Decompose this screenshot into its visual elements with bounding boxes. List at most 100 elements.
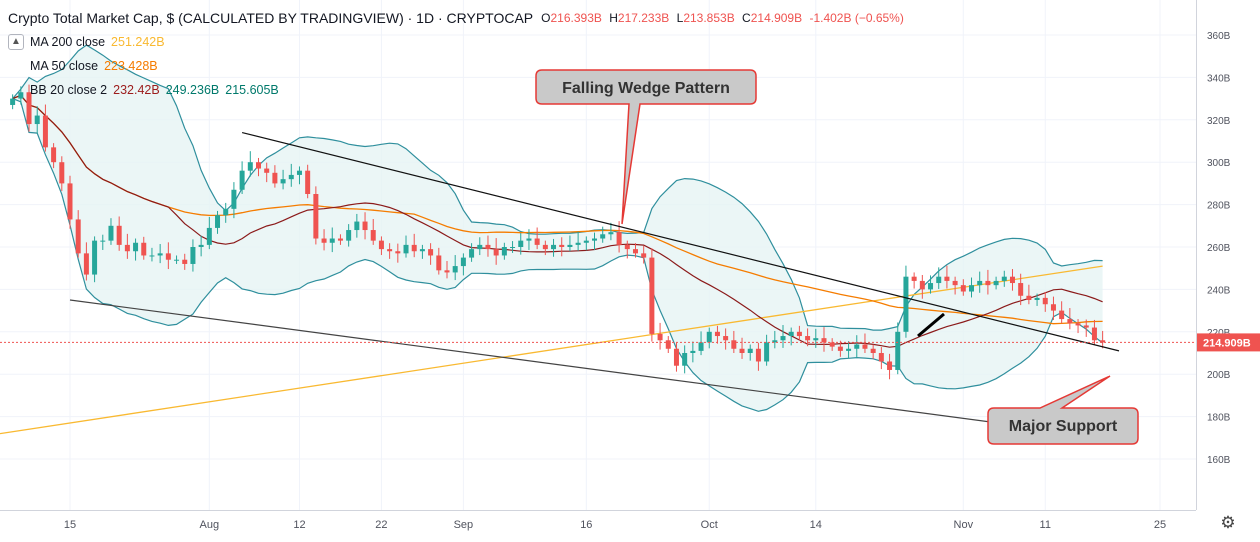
candle-body (83, 253, 89, 275)
candle-body (419, 249, 425, 252)
candle-body (559, 244, 565, 247)
candle-body (149, 255, 155, 257)
x-tick-label: 16 (580, 519, 592, 531)
y-tick-label: 360B (1207, 31, 1231, 42)
bollinger-band-fill (12, 45, 1103, 412)
candle-body (346, 230, 352, 241)
candle (133, 238, 139, 261)
candle-body (288, 174, 294, 180)
candle (928, 275, 934, 294)
candle (1100, 330, 1106, 349)
chevron-up-icon[interactable]: ▲ (8, 34, 24, 50)
candle-body (493, 249, 499, 256)
candle (944, 265, 950, 289)
indicator-value: 251.242B (111, 35, 165, 49)
time-axis[interactable]: 15 Aug 12 22 Sep 16 Oct 14 Nov 11 25 (0, 510, 1196, 537)
candle-body (272, 172, 278, 184)
major-support-callout[interactable]: Major Support (987, 375, 1139, 445)
price-axis[interactable]: 160B 180B 200B 220B 240B 260B 280B 300B 320B 340B… (1196, 0, 1260, 510)
falling-wedge-callout[interactable]: Falling Wedge Pattern (535, 69, 757, 225)
candle-body (583, 240, 589, 243)
candle-body (255, 162, 261, 169)
candle (370, 219, 376, 245)
candle-body (362, 221, 368, 231)
candle (1018, 273, 1024, 306)
candle-body (444, 270, 450, 273)
ma-50-line (12, 94, 1103, 325)
candle (124, 233, 130, 259)
candle-body (526, 238, 532, 241)
candle (100, 234, 106, 250)
candle (788, 327, 794, 346)
candle-body (714, 331, 720, 337)
candle-body (837, 346, 843, 351)
candle-body (969, 285, 975, 292)
candle (887, 353, 893, 380)
candle (149, 247, 155, 262)
candle-body (1067, 319, 1073, 324)
candle-body (280, 179, 286, 184)
candle (977, 271, 983, 293)
candle-body (1018, 283, 1024, 296)
wedge-upper-trendline[interactable] (241, 131, 1120, 352)
candle (1075, 319, 1081, 334)
candle (903, 265, 909, 338)
candle (854, 335, 860, 359)
indicator-value: 249.236B (165, 83, 220, 97)
candle-body (1050, 304, 1056, 311)
x-tick-label: Sep (454, 519, 474, 531)
candle-body (911, 276, 917, 281)
candle-body (632, 249, 638, 254)
candle (255, 157, 261, 177)
indicator-bb[interactable]: BB 20 close 2 232.42B 249.236B 215.605B (8, 78, 908, 102)
candle-body (182, 259, 188, 264)
chart-legend: Crypto Total Market Cap, $ (CALCULATED B… (8, 6, 908, 102)
candle-body (116, 225, 122, 245)
candle-body (624, 244, 630, 250)
low-label: L (676, 11, 684, 25)
indicator-ma200[interactable]: ▲ MA 200 close 251.242B (8, 30, 908, 54)
candle (346, 224, 352, 247)
candle-body (337, 238, 343, 241)
candle (485, 235, 491, 257)
candle (600, 226, 606, 243)
candle-body (878, 353, 884, 362)
candle (1009, 269, 1015, 291)
candle-body (133, 242, 139, 252)
candle (223, 202, 229, 223)
candle (747, 344, 753, 361)
candle-body (977, 280, 983, 286)
gear-icon[interactable]: ⚙ (1220, 513, 1236, 532)
candle (157, 244, 163, 264)
candle (567, 235, 573, 252)
candle-body (936, 276, 942, 284)
candle-body (59, 162, 65, 184)
candle (493, 238, 499, 265)
price-chart[interactable]: Falling Wedge Pattern Major Support (0, 0, 1196, 510)
wedge-lower-trendline[interactable] (69, 299, 1079, 435)
candle (706, 327, 712, 349)
candle-body (26, 92, 32, 125)
candle (542, 240, 548, 256)
candle (288, 163, 294, 187)
candle (174, 255, 180, 264)
candle-body (378, 240, 384, 250)
candle-body (739, 348, 745, 353)
candle (26, 84, 32, 132)
indicator-value: 232.42B (113, 83, 160, 97)
candle (51, 143, 57, 169)
candle-body (469, 249, 475, 258)
candle (592, 232, 598, 250)
candle (813, 328, 819, 348)
candle-body (805, 336, 811, 341)
candle-body (960, 285, 966, 292)
y-tick-label: 340B (1207, 73, 1231, 84)
breakout-arrow[interactable] (917, 312, 945, 338)
indicator-ma50[interactable]: MA 50 close 223.428B (8, 54, 908, 78)
candle (83, 242, 89, 281)
candle (305, 164, 311, 199)
symbol-title[interactable]: Crypto Total Market Cap, $ (CALCULATED B… (8, 10, 534, 26)
candle (936, 267, 942, 289)
candle-body (100, 240, 106, 242)
candle (1091, 319, 1097, 345)
